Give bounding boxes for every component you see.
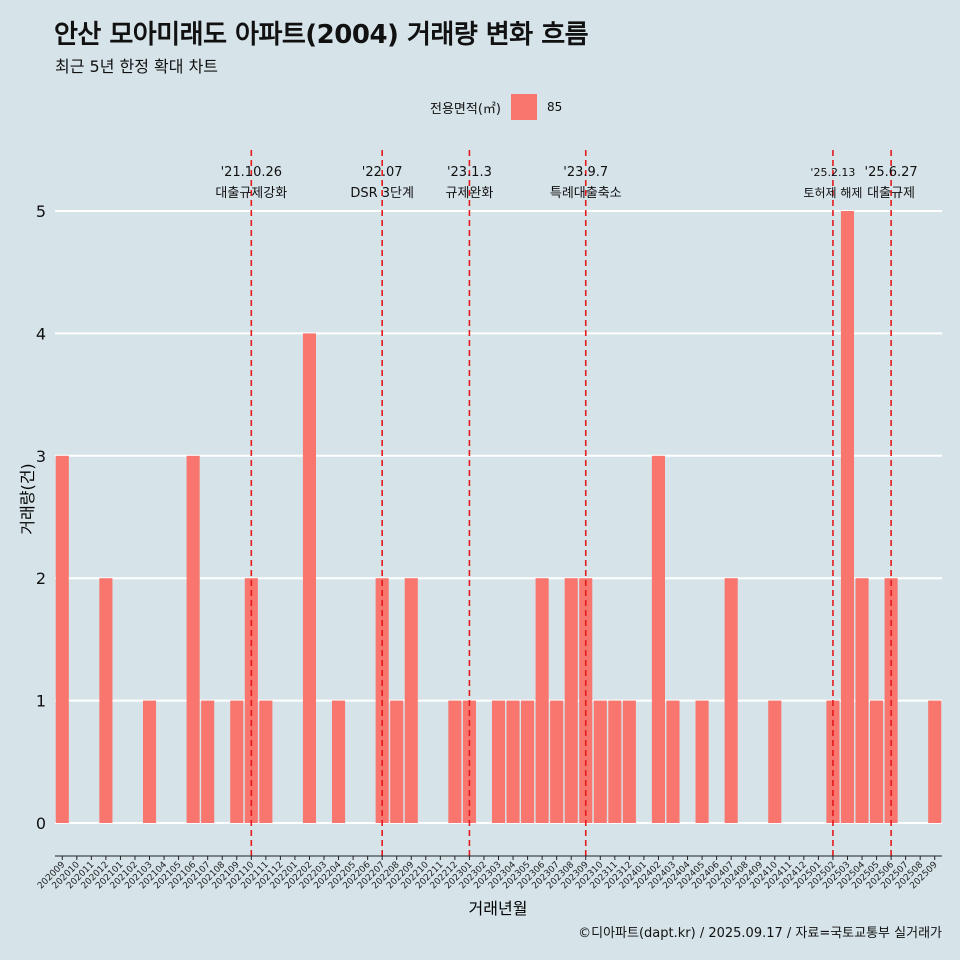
bar bbox=[564, 578, 578, 823]
bar bbox=[840, 211, 855, 823]
bar bbox=[259, 700, 273, 823]
bar bbox=[695, 700, 709, 823]
bar bbox=[302, 333, 317, 823]
y-axis-title: 거래량(건) bbox=[18, 463, 37, 534]
y-tick-label: 3 bbox=[36, 447, 46, 466]
event-label: 대출규제강화 bbox=[215, 186, 287, 201]
bar bbox=[201, 700, 215, 823]
source-caption: ©디아파트(dapt.kr) / 2025.09.17 / 자료=국토교통부 실… bbox=[578, 926, 942, 941]
bar bbox=[404, 578, 418, 823]
event-date-label: '23.9.7 bbox=[563, 165, 608, 180]
bar bbox=[855, 578, 869, 823]
event-date-label: '25.6.27 bbox=[865, 165, 918, 180]
event-label: 규제완화 bbox=[445, 186, 493, 201]
y-tick-label: 0 bbox=[36, 814, 46, 833]
bar bbox=[666, 700, 680, 823]
bar bbox=[142, 700, 157, 823]
bar bbox=[99, 578, 113, 823]
bar bbox=[535, 578, 549, 823]
y-tick-label: 5 bbox=[36, 202, 46, 221]
bar bbox=[230, 700, 244, 823]
event-date-label: '21.10.26 bbox=[221, 165, 282, 180]
bar bbox=[390, 700, 404, 823]
event-markers: '21.10.26 대출규제강화 '22.07 DSR 3단계 '23.1.3 규제완화 '… bbox=[215, 150, 918, 856]
y-tick-label: 1 bbox=[36, 692, 46, 711]
chart-subtitle: 최근 5년 한정 확대 차트 bbox=[55, 57, 219, 76]
event-label: DSR 3단계 bbox=[350, 186, 414, 201]
bar bbox=[870, 700, 884, 823]
x-axis-title: 거래년월 bbox=[469, 899, 528, 918]
bar bbox=[651, 455, 665, 823]
y-tick-label: 2 bbox=[36, 569, 46, 588]
bar bbox=[506, 700, 520, 823]
bar bbox=[55, 455, 69, 823]
bar bbox=[186, 455, 200, 823]
bar bbox=[622, 700, 636, 823]
bar bbox=[448, 700, 462, 823]
event-date-label: '22.07 bbox=[362, 165, 403, 180]
chart-title: 안산 모아미래도 아파트(2004) 거래량 변화 흐름 bbox=[54, 20, 589, 50]
legend: 전용면적(㎡) 85 bbox=[430, 94, 562, 120]
axes: 0123452020092020102020112020122021012021… bbox=[36, 202, 942, 891]
bar bbox=[491, 700, 506, 823]
bar bbox=[928, 700, 942, 823]
event-date-label: '25.2.13 bbox=[810, 166, 855, 179]
bar bbox=[768, 700, 782, 823]
legend-item-label: 85 bbox=[546, 100, 563, 114]
event-date-label: '23.1.3 bbox=[447, 165, 492, 180]
bar bbox=[593, 700, 607, 823]
bar bbox=[608, 700, 622, 823]
event-label: 토허제 해제 bbox=[803, 186, 862, 200]
bar bbox=[332, 700, 346, 823]
event-label: 특례대출축소 bbox=[550, 186, 622, 201]
bars bbox=[55, 211, 942, 823]
y-tick-label: 4 bbox=[36, 324, 46, 343]
legend-title: 전용면적(㎡) bbox=[430, 101, 501, 117]
bar bbox=[550, 700, 564, 823]
event-label: 대출규제 bbox=[867, 186, 915, 201]
bar bbox=[521, 700, 535, 823]
bar bbox=[724, 578, 738, 823]
legend-swatch bbox=[510, 94, 537, 120]
